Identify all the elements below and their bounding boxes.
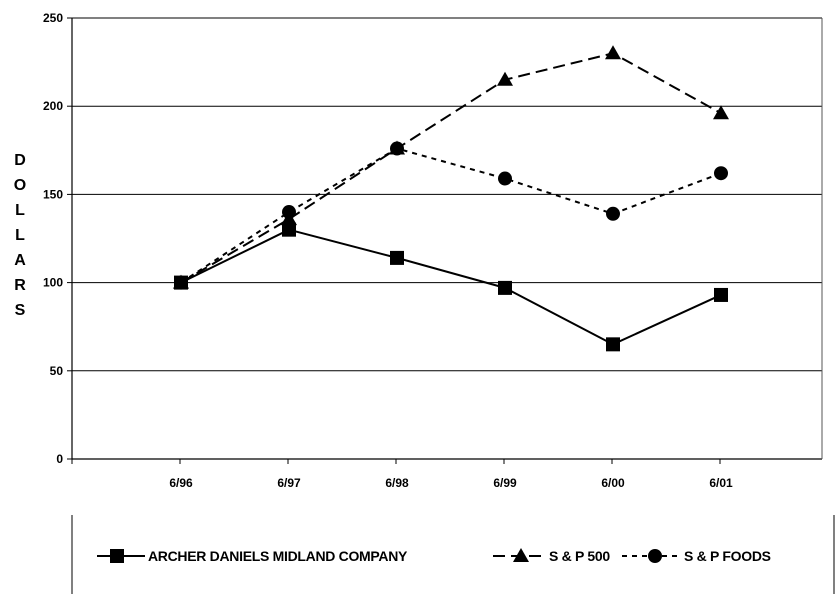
- data-point-triangle: [605, 45, 621, 60]
- data-point-circle: [282, 205, 296, 220]
- series-line: [180, 147, 722, 284]
- legend-item: S & P FOODS: [622, 548, 771, 564]
- legend: ARCHER DANIELS MIDLAND COMPANY S & P 500 S…: [71, 515, 835, 594]
- legend-label: S & P FOODS: [684, 548, 771, 564]
- x-tick-label: 6/99: [493, 476, 517, 490]
- data-point-triangle: [497, 71, 513, 86]
- data-point-square: [390, 250, 404, 265]
- x-tick-label: 6/01: [709, 476, 733, 490]
- series-square: [174, 222, 728, 352]
- x-tick-label: 6/00: [601, 476, 625, 490]
- y-tick-label: 0: [56, 452, 63, 466]
- y-tick-label: 100: [43, 276, 63, 290]
- axes: [67, 17, 823, 464]
- y-axis-label-letter: D: [14, 152, 26, 169]
- data-point-circle: [390, 141, 404, 156]
- y-tick-label: 150: [43, 187, 63, 201]
- y-axis-label-letter: L: [15, 227, 25, 244]
- legend-marker-triangle: [513, 548, 529, 562]
- legend-item: ARCHER DANIELS MIDLAND COMPANY: [97, 548, 408, 564]
- series: [173, 45, 729, 352]
- y-axis-label-letter: L: [15, 202, 25, 219]
- legend-label: ARCHER DANIELS MIDLAND COMPANY: [148, 548, 408, 564]
- x-tick-label: 6/98: [385, 476, 409, 490]
- data-point-circle: [174, 275, 188, 290]
- data-point-circle: [606, 206, 620, 221]
- data-point-circle: [498, 171, 512, 186]
- series-triangle: [173, 45, 729, 289]
- series-circle: [174, 141, 728, 290]
- data-point-triangle: [713, 105, 729, 120]
- data-point-square: [282, 222, 296, 237]
- x-tick-label: 6/97: [277, 476, 301, 490]
- y-tick-label: 50: [50, 364, 64, 378]
- y-axis-label-letter: S: [15, 302, 26, 319]
- y-tick-label: 200: [43, 99, 63, 113]
- y-tick-label: 250: [43, 11, 63, 25]
- legend-item: S & P 500: [493, 548, 611, 564]
- y-axis-label-letter: O: [14, 177, 26, 194]
- x-tick-label: 6/96: [169, 476, 193, 490]
- legend-label: S & P 500: [549, 548, 610, 564]
- gridlines: [72, 17, 822, 372]
- y-tick-labels: 0 50 100 150 200 250: [43, 11, 63, 466]
- series-line: [180, 228, 722, 346]
- series-line: [180, 52, 722, 284]
- legend-marker-circle: [648, 549, 662, 563]
- data-point-circle: [714, 166, 728, 181]
- y-axis-label-letter: A: [14, 252, 26, 269]
- data-point-square: [498, 280, 512, 295]
- y-axis-label-letter: R: [14, 277, 26, 294]
- data-point-square: [606, 337, 620, 352]
- x-tick-labels: 6/96 6/97 6/98 6/99 6/00 6/01: [169, 476, 733, 490]
- data-point-square: [714, 287, 728, 302]
- legend-marker-square: [110, 549, 124, 563]
